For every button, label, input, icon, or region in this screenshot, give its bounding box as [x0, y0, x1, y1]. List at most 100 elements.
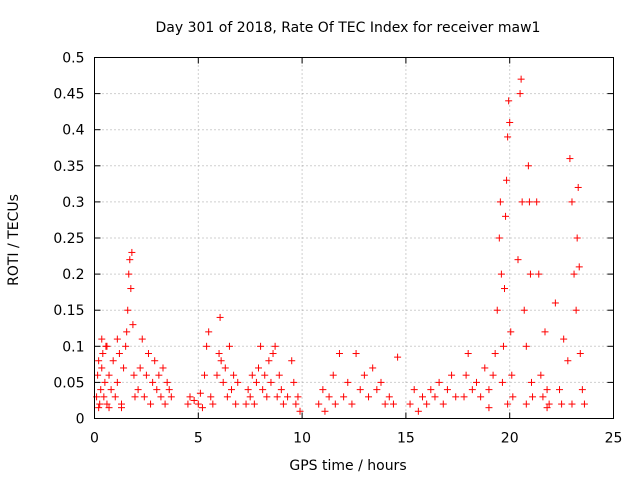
data-point — [485, 386, 493, 394]
data-point — [223, 393, 231, 401]
data-point — [509, 393, 517, 401]
data-point — [406, 400, 414, 408]
data-point — [100, 393, 108, 401]
data-point — [134, 386, 142, 394]
data-point — [352, 350, 360, 358]
data-point — [259, 386, 267, 394]
data-point — [292, 400, 300, 408]
data-point — [198, 404, 206, 412]
data-point — [288, 357, 296, 365]
data-point — [273, 393, 281, 401]
data-point — [228, 386, 236, 394]
data-point — [526, 270, 534, 278]
data-point — [165, 386, 173, 394]
data-point — [205, 328, 213, 336]
data-point — [105, 371, 113, 379]
data-point — [497, 270, 505, 278]
data-point — [203, 342, 211, 350]
data-point — [570, 270, 578, 278]
data-point — [246, 393, 254, 401]
data-point — [127, 285, 135, 293]
data-point — [144, 350, 152, 358]
data-point — [329, 371, 337, 379]
data-point — [335, 350, 343, 358]
data-point — [294, 393, 302, 401]
data-point — [439, 400, 447, 408]
data-point — [120, 364, 128, 372]
data-point — [539, 393, 547, 401]
data-point — [167, 393, 175, 401]
data-point — [568, 198, 576, 206]
y-tick-label: 0.5 — [62, 51, 84, 67]
data-point — [460, 393, 468, 401]
data-point — [525, 198, 533, 206]
data-point — [574, 183, 582, 191]
data-point — [113, 378, 121, 386]
data-point — [290, 378, 298, 386]
data-point — [331, 400, 339, 408]
data-point — [499, 342, 507, 350]
data-point — [493, 306, 501, 314]
data-point — [194, 400, 202, 408]
data-point — [232, 400, 240, 408]
data-point — [560, 335, 568, 343]
data-point — [217, 357, 225, 365]
data-point — [498, 378, 506, 386]
data-point — [452, 393, 460, 401]
data-point — [516, 90, 524, 98]
data-point — [541, 328, 549, 336]
data-point — [464, 350, 472, 358]
data-point — [365, 393, 373, 401]
data-point — [244, 386, 252, 394]
data-point — [250, 400, 258, 408]
data-point — [109, 357, 117, 365]
data-point — [97, 386, 105, 394]
data-point — [517, 75, 525, 83]
data-point — [96, 400, 104, 408]
data-point — [296, 407, 304, 415]
data-point — [410, 386, 418, 394]
data-points — [93, 75, 588, 415]
data-point — [504, 133, 512, 141]
data-point — [315, 400, 323, 408]
data-point — [279, 400, 287, 408]
y-tick-label: 0.25 — [53, 231, 84, 247]
data-point — [157, 393, 165, 401]
y-tick-label: 0 — [76, 412, 85, 428]
x-tick-label: 10 — [293, 431, 311, 447]
data-point — [242, 400, 250, 408]
data-point — [524, 162, 532, 170]
data-point — [503, 176, 511, 184]
data-point — [131, 393, 139, 401]
data-point — [277, 386, 285, 394]
data-point — [564, 357, 572, 365]
data-point — [558, 400, 566, 408]
data-point — [113, 335, 121, 343]
data-point — [580, 400, 588, 408]
data-point — [190, 396, 198, 404]
data-point — [117, 404, 125, 412]
data-point — [556, 386, 564, 394]
data-point — [427, 386, 435, 394]
data-point — [576, 350, 584, 358]
data-point — [147, 400, 155, 408]
data-point — [201, 371, 209, 379]
data-point — [504, 400, 512, 408]
data-point — [522, 400, 530, 408]
data-point — [543, 386, 551, 394]
data-point — [263, 393, 271, 401]
data-point — [95, 404, 103, 412]
data-point — [140, 393, 148, 401]
data-point — [518, 198, 526, 206]
data-point — [111, 393, 119, 401]
y-tick-label: 0.45 — [53, 87, 84, 103]
data-point — [284, 393, 292, 401]
data-point — [99, 350, 107, 358]
data-point — [419, 393, 427, 401]
data-point — [423, 400, 431, 408]
data-point — [502, 212, 510, 220]
data-point — [163, 378, 171, 386]
data-point — [265, 357, 273, 365]
data-point — [477, 393, 485, 401]
